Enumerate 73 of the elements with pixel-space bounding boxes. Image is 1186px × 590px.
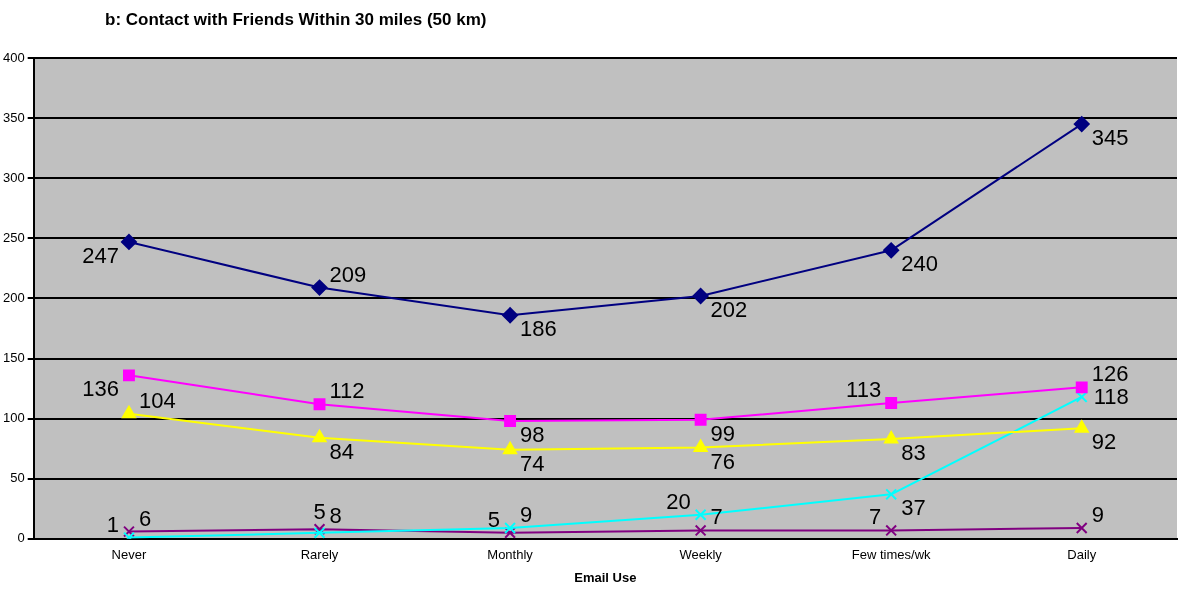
data-label: 113 — [846, 377, 882, 403]
point — [694, 508, 707, 521]
data-label: 9 — [520, 502, 533, 528]
y-tick-label: 150 — [2, 350, 25, 366]
y-tick-label: 0 — [17, 530, 25, 546]
y-tick-label: 250 — [2, 229, 25, 245]
point — [883, 242, 900, 259]
data-label: 1 — [106, 511, 119, 537]
point — [1075, 381, 1088, 394]
data-label: 345 — [1091, 125, 1129, 151]
point — [1075, 522, 1088, 534]
data-label: 37 — [901, 495, 926, 521]
point — [884, 431, 899, 444]
point — [694, 524, 707, 537]
y-tick-label: 300 — [2, 169, 25, 185]
point — [312, 429, 327, 443]
data-label: 112 — [329, 378, 365, 404]
x-axis-title: Email Use — [574, 569, 637, 585]
data-label: 76 — [710, 448, 736, 474]
point — [504, 415, 517, 427]
data-label: 83 — [901, 440, 926, 466]
y-tick-label: 50 — [10, 470, 25, 486]
point — [313, 398, 326, 411]
y-tick-label: 350 — [2, 109, 25, 125]
data-label: 9 — [1091, 502, 1104, 528]
data-label: 202 — [710, 297, 748, 323]
data-label: 209 — [329, 261, 367, 287]
data-label: 104 — [138, 387, 176, 413]
y-tick-label: 400 — [2, 49, 25, 65]
x-tick-label: Few times/wk — [851, 547, 932, 563]
x-tick-label: Daily — [1067, 547, 1097, 563]
data-label: 186 — [520, 316, 557, 342]
chart-title: b: Contact with Friends Within 30 miles (50 km) — [105, 10, 487, 30]
point — [503, 441, 518, 455]
point — [120, 233, 137, 250]
point — [123, 369, 135, 382]
data-label: 8 — [329, 503, 342, 529]
data-label: 92 — [1091, 429, 1117, 455]
data-label: 136 — [82, 376, 119, 402]
data-label: 6 — [138, 505, 152, 531]
x-tick-label: Rarely — [300, 547, 339, 563]
x-tick-label: Weekly — [679, 547, 723, 563]
data-label: 247 — [82, 242, 119, 268]
point — [502, 307, 519, 324]
point — [504, 522, 517, 534]
data-label: 118 — [1093, 384, 1129, 410]
point — [121, 405, 137, 419]
data-label: 74 — [520, 450, 545, 476]
point — [692, 288, 709, 304]
y-tick-label: 200 — [2, 289, 25, 305]
data-label: 84 — [329, 438, 354, 464]
y-tick-label: 100 — [2, 410, 25, 426]
data-label: 98 — [520, 422, 545, 448]
point — [1074, 420, 1089, 433]
data-label: 126 — [1091, 361, 1129, 387]
point — [1073, 116, 1090, 133]
data-label: 5 — [487, 506, 501, 532]
point — [504, 526, 517, 539]
point — [1075, 391, 1088, 403]
data-label: 7 — [868, 504, 882, 530]
point — [885, 524, 898, 537]
point — [694, 413, 707, 426]
data-label: 20 — [666, 488, 691, 514]
point — [693, 439, 708, 452]
data-label: 99 — [710, 420, 736, 446]
point — [311, 279, 328, 296]
data-label: 5 — [313, 498, 326, 524]
x-tick-label: Never — [111, 547, 147, 563]
x-tick-label: Monthly — [487, 547, 534, 563]
point — [885, 488, 898, 501]
point — [885, 397, 898, 409]
data-label: 240 — [901, 251, 938, 277]
point — [123, 525, 135, 538]
